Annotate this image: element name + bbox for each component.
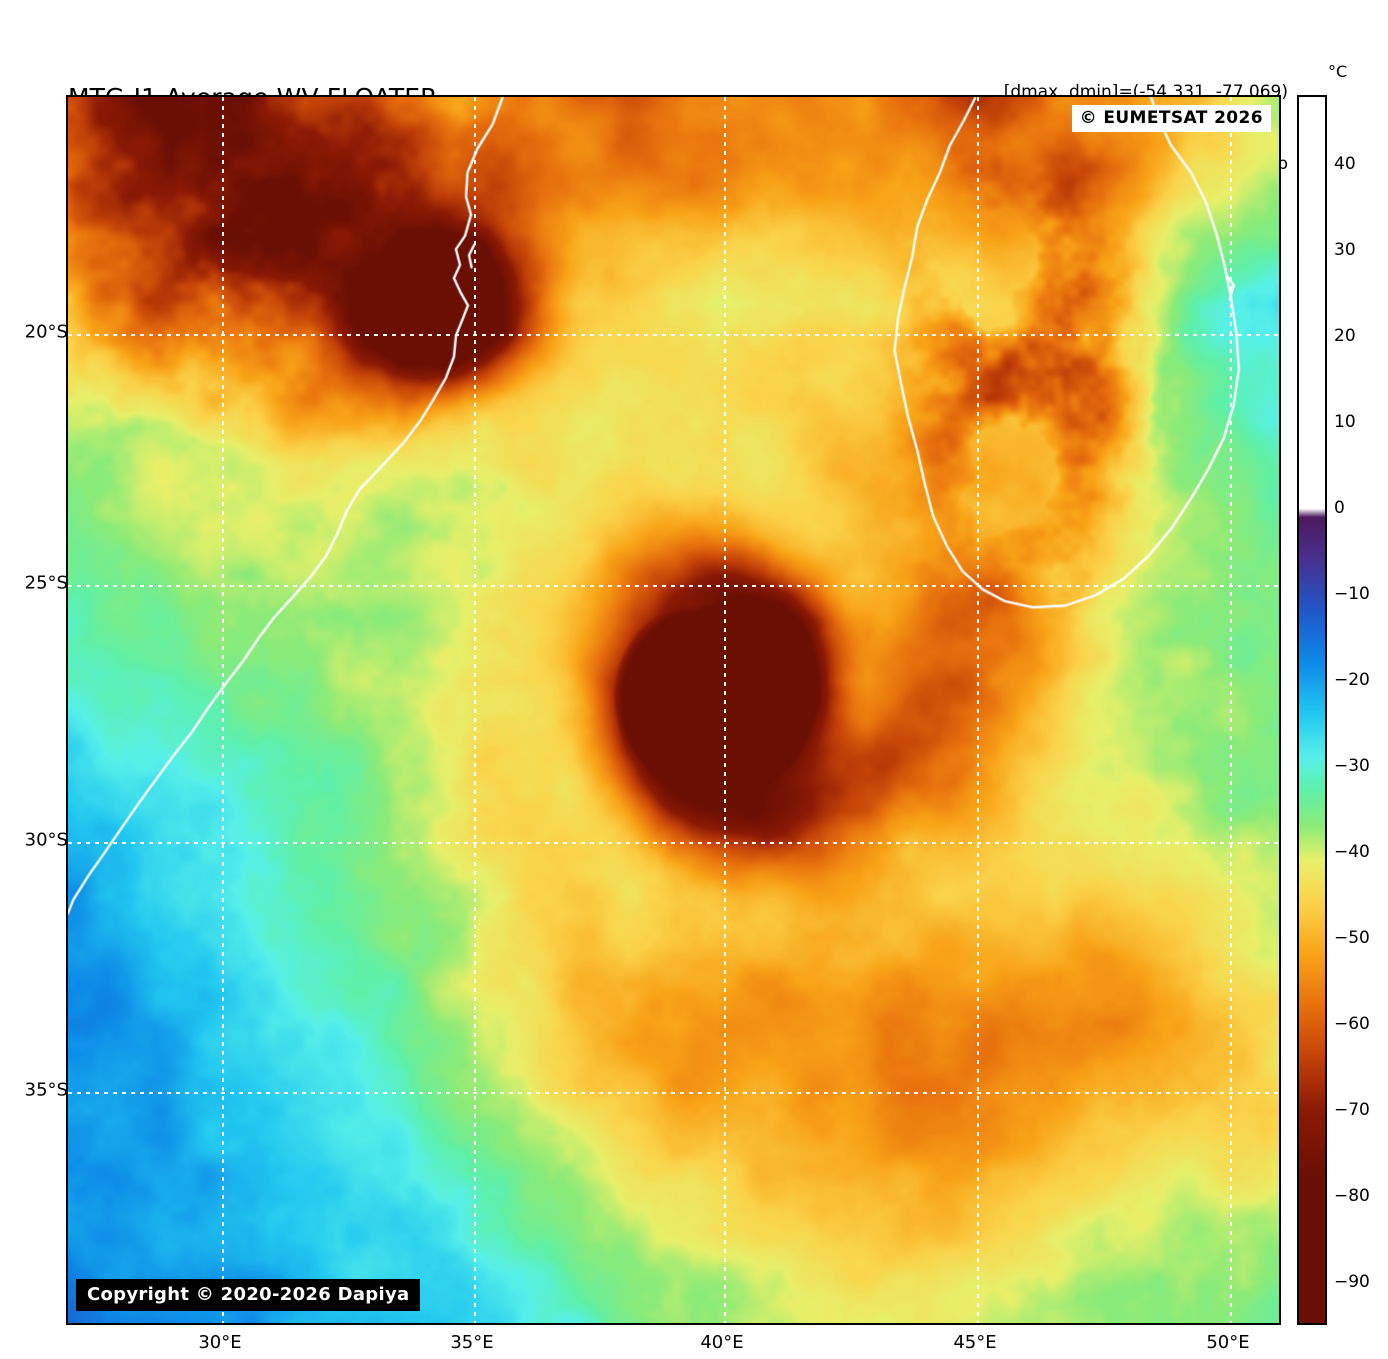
colorbar-tick-label: 20 [1334,325,1356,346]
colorbar[interactable] [1297,95,1327,1325]
colorbar-tick-label: 40 [1334,153,1356,174]
copyright-banner: Copyright © 2020-2026 Dapiya [76,1279,421,1311]
longitude-tick-label: 50°E [1206,1332,1250,1353]
colorbar-tick-label: −50 [1334,927,1370,948]
satellite-map[interactable]: © EUMETSAT 2026 Copyright © 2020-2026 Da… [66,95,1281,1325]
longitude-tick-label: 30°E [198,1332,242,1353]
eumetsat-attribution-badge: © EUMETSAT 2026 [1071,105,1271,132]
colorbar-tick-label: −80 [1334,1185,1370,1206]
latitude-tick-label: 25°S [24,572,68,594]
colorbar-tick-label: −20 [1334,669,1370,690]
colorbar-unit-label: °C [1328,62,1348,81]
colorbar-tick-label: −60 [1334,1013,1370,1034]
colorbar-tick-label: −10 [1334,583,1370,604]
colorbar-tick-label: −70 [1334,1099,1370,1120]
latitude-tick-label: 20°S [24,321,68,343]
longitude-tick-label: 35°E [450,1332,494,1353]
longitude-tick-label: 40°E [700,1332,744,1353]
latitude-tick-label: 35°S [24,1079,68,1101]
colorbar-tick-label: −90 [1334,1271,1370,1292]
colorbar-tick-label: −40 [1334,841,1370,862]
colorbar-tick-label: 30 [1334,239,1356,260]
satellite-imagery-canvas [68,97,1279,1323]
colorbar-tick-label: −30 [1334,755,1370,776]
colorbar-tick-label: 0 [1334,497,1345,518]
colorbar-gradient [1297,95,1327,1325]
colorbar-tick-label: 10 [1334,411,1356,432]
longitude-tick-label: 45°E [953,1332,997,1353]
latitude-tick-label: 30°S [24,829,68,851]
